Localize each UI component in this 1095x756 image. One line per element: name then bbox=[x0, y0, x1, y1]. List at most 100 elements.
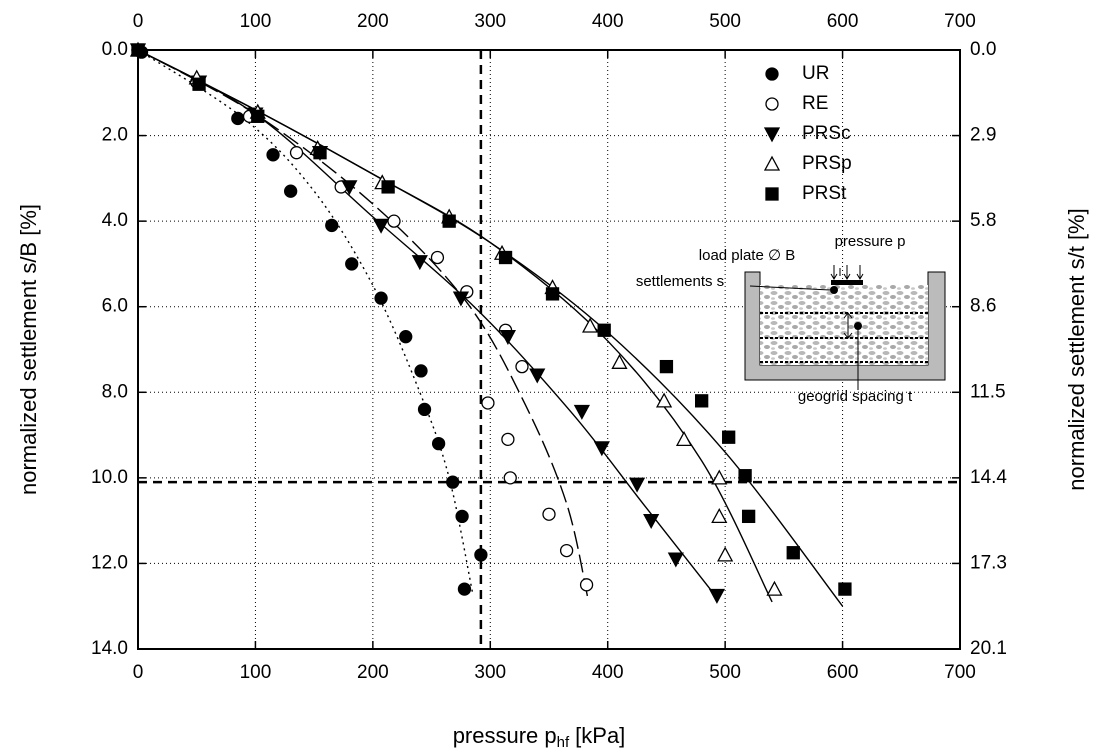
legend-label: PRSp bbox=[802, 153, 852, 174]
annotation: settlements s bbox=[636, 273, 724, 290]
data-point bbox=[457, 582, 472, 596]
y2-tick-label: 8.6 bbox=[970, 296, 996, 317]
data-point bbox=[251, 109, 265, 123]
x-tick-label: 600 bbox=[827, 11, 859, 32]
data-point bbox=[498, 250, 513, 265]
data-point bbox=[266, 148, 280, 162]
y-tick-label: 10.0 bbox=[91, 467, 128, 488]
x-tick-label: 700 bbox=[944, 11, 976, 32]
data-point bbox=[597, 323, 611, 337]
plot-frame bbox=[137, 49, 961, 650]
x-tick-label: 0 bbox=[133, 662, 144, 683]
data-point bbox=[582, 317, 599, 333]
data-point bbox=[131, 43, 145, 57]
y-tick-label: 6.0 bbox=[102, 296, 128, 317]
y2-tick-label: 0.0 bbox=[970, 39, 996, 60]
data-point bbox=[838, 582, 852, 596]
x-tick-label: 200 bbox=[357, 662, 389, 683]
data-point bbox=[667, 552, 684, 568]
data-point bbox=[717, 546, 734, 562]
data-point bbox=[455, 509, 469, 524]
data-point bbox=[711, 507, 728, 524]
legend-label: RE bbox=[802, 93, 828, 114]
data-point bbox=[529, 368, 546, 384]
legend-label: PRSt bbox=[802, 183, 847, 204]
x-tick-label: 100 bbox=[240, 662, 272, 683]
x-tick-label: 400 bbox=[592, 11, 624, 32]
y2-tick-label: 17.3 bbox=[970, 552, 1007, 573]
y2-axis-label: normalized settlement s/t [%] bbox=[1064, 208, 1089, 490]
data-point bbox=[474, 548, 488, 562]
data-point bbox=[387, 214, 401, 228]
data-point bbox=[381, 180, 395, 194]
data-point bbox=[431, 436, 446, 451]
data-point bbox=[417, 402, 432, 417]
data-point bbox=[655, 392, 673, 408]
legend-marker bbox=[763, 155, 781, 171]
inset-diagram: load plate ∅ B pressure p settlements s … bbox=[636, 233, 946, 405]
data-point bbox=[559, 543, 574, 558]
fit-curve bbox=[137, 49, 474, 594]
y-tick-label: 12.0 bbox=[91, 552, 128, 573]
fit-curve bbox=[137, 49, 589, 598]
data-point bbox=[345, 257, 359, 271]
data-point bbox=[643, 513, 660, 530]
data-point bbox=[611, 353, 628, 369]
data-point bbox=[446, 475, 460, 489]
y2-tick-label: 11.5 bbox=[970, 381, 1006, 402]
data-point bbox=[675, 430, 693, 446]
x-axis-label-sub: hf bbox=[557, 734, 570, 751]
y-tick-label: 14.0 bbox=[91, 638, 128, 659]
data-point bbox=[722, 430, 736, 444]
data-point bbox=[786, 546, 800, 560]
data-point bbox=[711, 469, 728, 485]
data-point bbox=[481, 396, 495, 410]
data-point bbox=[515, 359, 529, 374]
y2-tick-label: 20.1 bbox=[970, 638, 1007, 659]
x-tick-label: 500 bbox=[709, 662, 741, 683]
data-point bbox=[501, 432, 515, 447]
data-point bbox=[579, 578, 594, 592]
legend-label: UR bbox=[802, 63, 829, 84]
x-tick-label: 500 bbox=[709, 11, 741, 32]
data-point bbox=[399, 330, 413, 344]
data-point bbox=[284, 184, 298, 198]
data-point bbox=[289, 146, 304, 160]
data-point bbox=[192, 77, 206, 91]
x-tick-label: 400 bbox=[592, 662, 624, 683]
legend-label: PRSc bbox=[802, 123, 851, 144]
y-tick-label: 2.0 bbox=[102, 125, 128, 146]
data-point bbox=[499, 330, 516, 346]
data-point bbox=[231, 111, 245, 126]
data-point bbox=[313, 146, 327, 160]
y-tick-label: 0.0 bbox=[102, 39, 128, 60]
data-point bbox=[573, 404, 590, 420]
fit-curve bbox=[137, 49, 773, 603]
y-axis-label: normalized settlement s/B [%] bbox=[16, 204, 41, 495]
data-point bbox=[741, 509, 756, 524]
annotation: geogrid spacing t bbox=[798, 388, 913, 405]
x-tick-label: 300 bbox=[474, 662, 506, 683]
legend-marker bbox=[763, 127, 781, 143]
data-point bbox=[708, 588, 726, 604]
data-point bbox=[542, 507, 556, 521]
data-point bbox=[414, 364, 428, 378]
data-point bbox=[593, 441, 610, 457]
x-tick-label: 700 bbox=[944, 662, 976, 683]
data-point bbox=[341, 180, 358, 196]
y2-tick-label: 14.4 bbox=[970, 467, 1007, 488]
data-point bbox=[659, 359, 674, 374]
data-point bbox=[442, 214, 456, 228]
x-tick-label: 600 bbox=[827, 662, 859, 683]
y-tick-label: 4.0 bbox=[102, 210, 128, 231]
annotation: load plate ∅ B bbox=[699, 247, 795, 264]
legend-marker bbox=[765, 97, 779, 111]
x-tick-label: 300 bbox=[474, 11, 506, 32]
data-point bbox=[430, 250, 445, 265]
legend-marker bbox=[765, 67, 779, 81]
legend-marker bbox=[765, 187, 779, 201]
y2-tick-label: 5.8 bbox=[970, 210, 996, 231]
data-point bbox=[411, 255, 428, 271]
